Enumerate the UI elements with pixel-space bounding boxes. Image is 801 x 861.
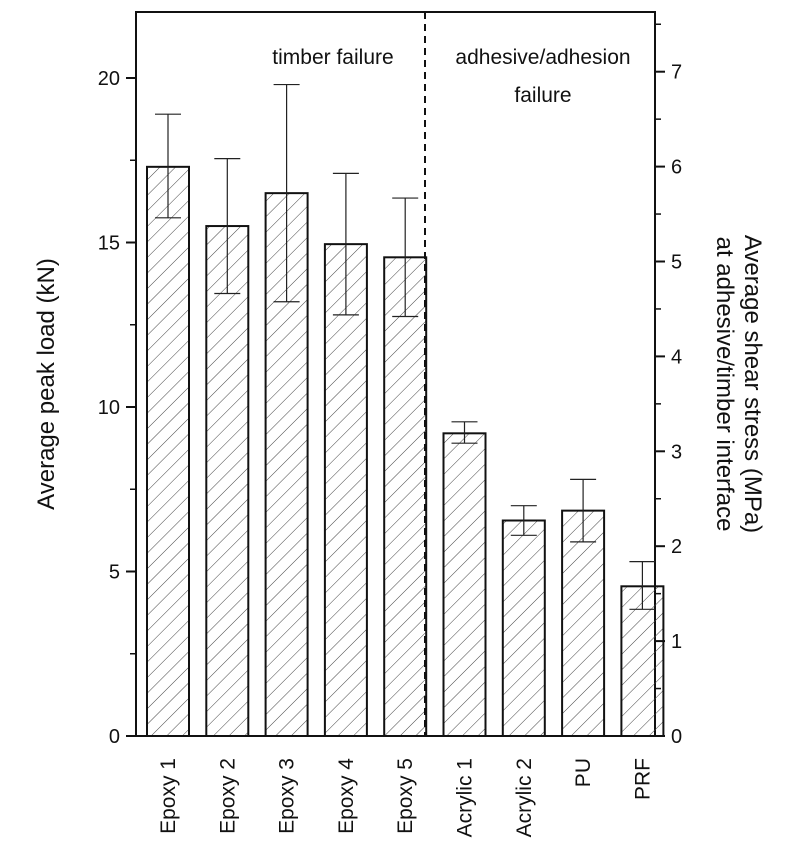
right-y-axis-label-line1: Average shear stress (MPa) xyxy=(739,235,766,533)
bar xyxy=(205,225,250,738)
category-labels: Epoxy 1 Epoxy 2 Epoxy 3 Epoxy 4 Epoxy 5 Acryl… xyxy=(157,758,654,838)
bar xyxy=(561,509,606,738)
bar xyxy=(383,256,428,737)
left-y-axis-label: Average peak load (kN) xyxy=(33,258,60,510)
category-label: Epoxy 1 xyxy=(157,758,180,834)
category-label: Epoxy 5 xyxy=(394,758,417,834)
bar xyxy=(442,432,487,737)
timber-failure-label: timber failure xyxy=(272,46,393,69)
bar xyxy=(620,585,665,737)
error-bars xyxy=(155,83,656,610)
category-label: Epoxy 3 xyxy=(276,758,299,834)
adhesive-failure-label-line1: adhesive/adhesion xyxy=(455,46,630,69)
right-y-tick-label: 2 xyxy=(671,536,682,558)
right-y-tick-label: 6 xyxy=(671,157,682,179)
right-y-tick-label: 1 xyxy=(671,631,682,653)
category-label: PRF xyxy=(631,758,654,800)
bar xyxy=(323,243,368,738)
left-y-tick-label: 5 xyxy=(109,562,120,584)
category-label: PU xyxy=(572,758,595,787)
category-label: Epoxy 2 xyxy=(216,758,239,834)
bar xyxy=(146,165,190,737)
category-label: Epoxy 4 xyxy=(335,758,358,834)
left-y-tick-label: 10 xyxy=(98,397,120,419)
adhesive-failure-label-line2: failure xyxy=(514,84,571,107)
category-label: Acrylic 1 xyxy=(454,758,477,837)
left-y-tick-label: 20 xyxy=(98,68,120,90)
category-label: Acrylic 2 xyxy=(513,758,536,837)
left-y-tick-label: 0 xyxy=(109,726,120,748)
left-y-axis: 0 5 10 15 20 xyxy=(98,68,136,748)
bar xyxy=(501,519,546,737)
right-y-tick-label: 4 xyxy=(671,346,682,368)
right-y-axis-label-line2: at adhesive/timber interface xyxy=(711,237,738,532)
left-y-tick-label: 15 xyxy=(98,233,120,255)
right-y-tick-label: 3 xyxy=(671,441,682,463)
right-y-tick-label: 7 xyxy=(671,62,682,84)
right-y-tick-label: 0 xyxy=(671,726,682,748)
right-y-tick-label: 5 xyxy=(671,252,682,274)
